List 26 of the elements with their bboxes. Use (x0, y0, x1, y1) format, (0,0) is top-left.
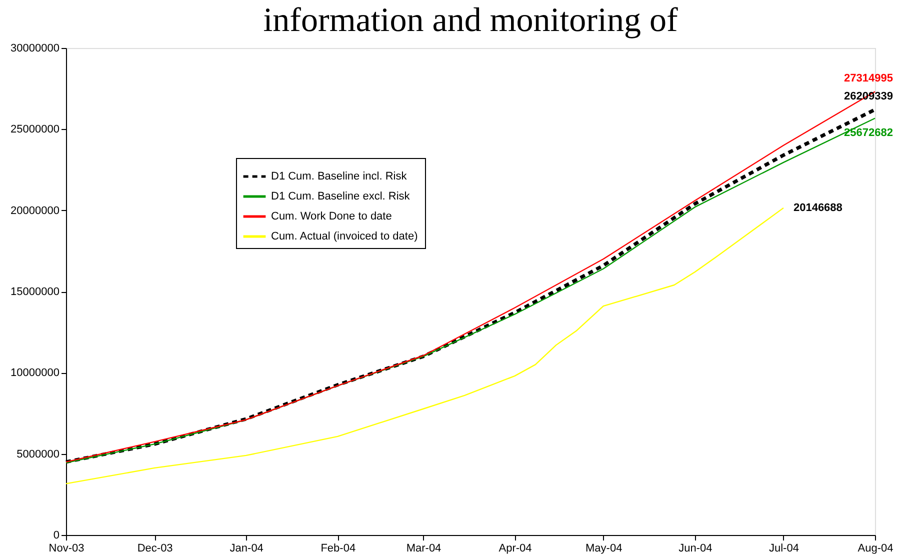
data-label: 20146688 (793, 202, 842, 214)
x-tick-label: Jul-04 (768, 542, 799, 554)
x-tick-label: Mar-04 (406, 542, 442, 554)
y-tick-label: 30000000 (10, 42, 60, 54)
line-series (65, 207, 784, 484)
x-tick-label: Nov-03 (48, 542, 84, 554)
data-label: 25672682 (844, 127, 893, 140)
x-tick-label: Feb-04 (320, 542, 356, 554)
legend-label: D1 Cum. Baseline excl. Risk (271, 190, 410, 202)
x-tick-label: Dec-03 (137, 542, 173, 554)
legend-label: Cum. Actual (invoiced to date) (271, 230, 418, 242)
legend-label: D1 Cum. Baseline incl. Risk (271, 170, 408, 182)
x-tick-label: Aug-04 (858, 542, 894, 554)
data-label: 27314995 (844, 72, 893, 85)
x-tick-label: Apr-04 (498, 542, 532, 554)
y-tick-label: 10000000 (10, 367, 60, 380)
y-tick-label: 5000000 (16, 448, 60, 460)
chart-title: information and monitoring of (263, 2, 678, 39)
legend-label: Cum. Work Done to date (271, 210, 392, 222)
x-tick-label: Jan-04 (230, 542, 264, 554)
x-tick-label: Jun-04 (678, 542, 712, 554)
y-tick-label: 15000000 (10, 286, 60, 298)
x-tick-label: May-04 (586, 542, 622, 554)
y-tick-label: 0 (53, 530, 60, 542)
y-tick-label: 20000000 (10, 204, 60, 217)
y-tick-label: 25000000 (10, 124, 60, 136)
